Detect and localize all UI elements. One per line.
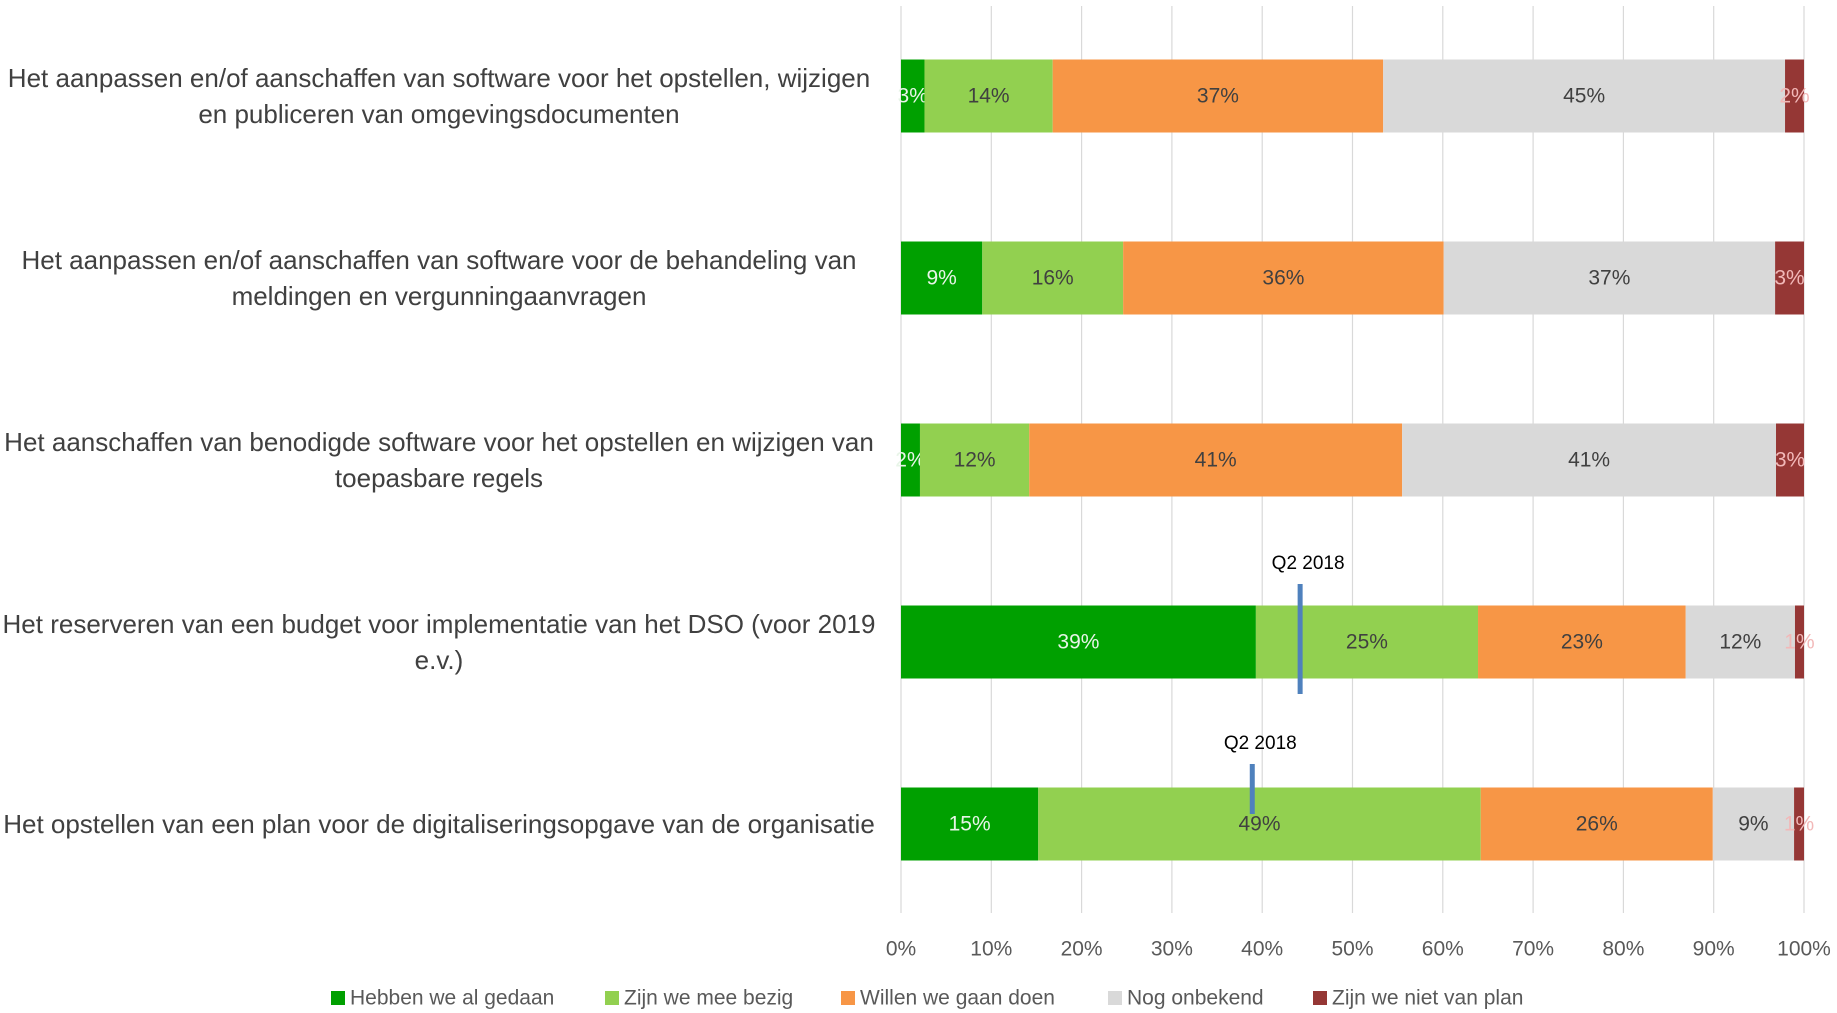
bar-segment <box>901 241 983 315</box>
bar-segment <box>982 241 1124 315</box>
data-label: 2% <box>895 449 925 472</box>
bar-segment <box>1029 423 1403 497</box>
bar-segment <box>1685 605 1795 679</box>
bar-segment <box>1776 423 1804 497</box>
bar-segment <box>1794 787 1804 861</box>
category-label: Het opstellen van een plan voor de digit… <box>3 809 875 839</box>
marker-label: Q2 2018 <box>1224 733 1297 754</box>
bar-segment <box>1052 59 1384 133</box>
legend-swatch <box>605 991 619 1005</box>
data-label: 1% <box>1784 813 1814 836</box>
data-label: 3% <box>898 85 928 108</box>
bar-segment <box>1794 605 1804 679</box>
data-label: 41% <box>1195 449 1237 472</box>
data-label: 23% <box>1561 631 1603 654</box>
data-label: 45% <box>1563 85 1605 108</box>
legend-label: Zijn we mee bezig <box>624 987 793 1010</box>
category-label: Het aanschaffen van benodigde software v… <box>4 427 874 493</box>
bar-segment <box>901 59 925 133</box>
legend-label: Willen we gaan doen <box>860 987 1055 1010</box>
data-label: 3% <box>1774 267 1804 290</box>
x-tick-label: 50% <box>1331 938 1373 961</box>
x-tick-label: 30% <box>1151 938 1193 961</box>
bar-segment <box>1775 241 1804 315</box>
data-label: 36% <box>1262 267 1304 290</box>
data-label: 41% <box>1568 449 1610 472</box>
bar-segment <box>1478 605 1686 679</box>
data-label: 37% <box>1197 85 1239 108</box>
category-label: Het reserveren van een budget voor imple… <box>2 609 876 675</box>
data-label: 49% <box>1238 813 1280 836</box>
data-label: 15% <box>949 813 991 836</box>
data-label: 9% <box>1738 813 1768 836</box>
legend-swatch <box>841 991 855 1005</box>
data-label: 14% <box>968 85 1010 108</box>
data-label: 26% <box>1576 813 1618 836</box>
bar-segment <box>1402 423 1777 497</box>
data-label: 39% <box>1057 631 1099 654</box>
bar-segment <box>901 423 920 497</box>
bar-segment <box>1123 241 1444 315</box>
marker-label: Q2 2018 <box>1272 553 1345 574</box>
bar-segment <box>1480 787 1713 861</box>
x-tick-label: 0% <box>886 938 916 961</box>
data-label: 9% <box>926 267 956 290</box>
bar-segment <box>1443 241 1776 315</box>
bar-segment <box>924 59 1053 133</box>
data-label: 1% <box>1784 631 1814 654</box>
category-label: Het aanpassen en/of aanschaffen van soft… <box>21 245 857 311</box>
legend-label: Hebben we al gedaan <box>350 987 554 1010</box>
bar-segment <box>919 423 1030 497</box>
x-tick-label: 100% <box>1777 938 1831 961</box>
x-tick-label: 90% <box>1693 938 1735 961</box>
bar-segment <box>1383 59 1786 133</box>
x-tick-label: 40% <box>1241 938 1283 961</box>
x-tick-label: 10% <box>970 938 1012 961</box>
bar-segment <box>1712 787 1795 861</box>
legend-swatch <box>331 991 345 1005</box>
x-tick-label: 80% <box>1602 938 1644 961</box>
bar-segment <box>901 605 1256 679</box>
data-label: 12% <box>1719 631 1761 654</box>
x-tick-label: 20% <box>1061 938 1103 961</box>
category-label: Het aanpassen en/of aanschaffen van soft… <box>7 63 871 129</box>
legend-swatch <box>1313 991 1327 1005</box>
x-tick-label: 60% <box>1422 938 1464 961</box>
legend-swatch <box>1108 991 1122 1005</box>
x-tick-label: 70% <box>1512 938 1554 961</box>
data-label: 12% <box>954 449 996 472</box>
bar-segment <box>1038 787 1481 861</box>
legend-label: Nog onbekend <box>1127 987 1264 1010</box>
data-label: 25% <box>1346 631 1388 654</box>
data-label: 3% <box>1775 449 1805 472</box>
bar-segment <box>1255 605 1479 679</box>
data-label: 16% <box>1032 267 1074 290</box>
data-label: 2% <box>1779 85 1809 108</box>
data-label: 37% <box>1588 267 1630 290</box>
bar-segment <box>901 787 1039 861</box>
bar-segment <box>1785 59 1804 133</box>
legend-label: Zijn we niet van plan <box>1332 987 1523 1010</box>
